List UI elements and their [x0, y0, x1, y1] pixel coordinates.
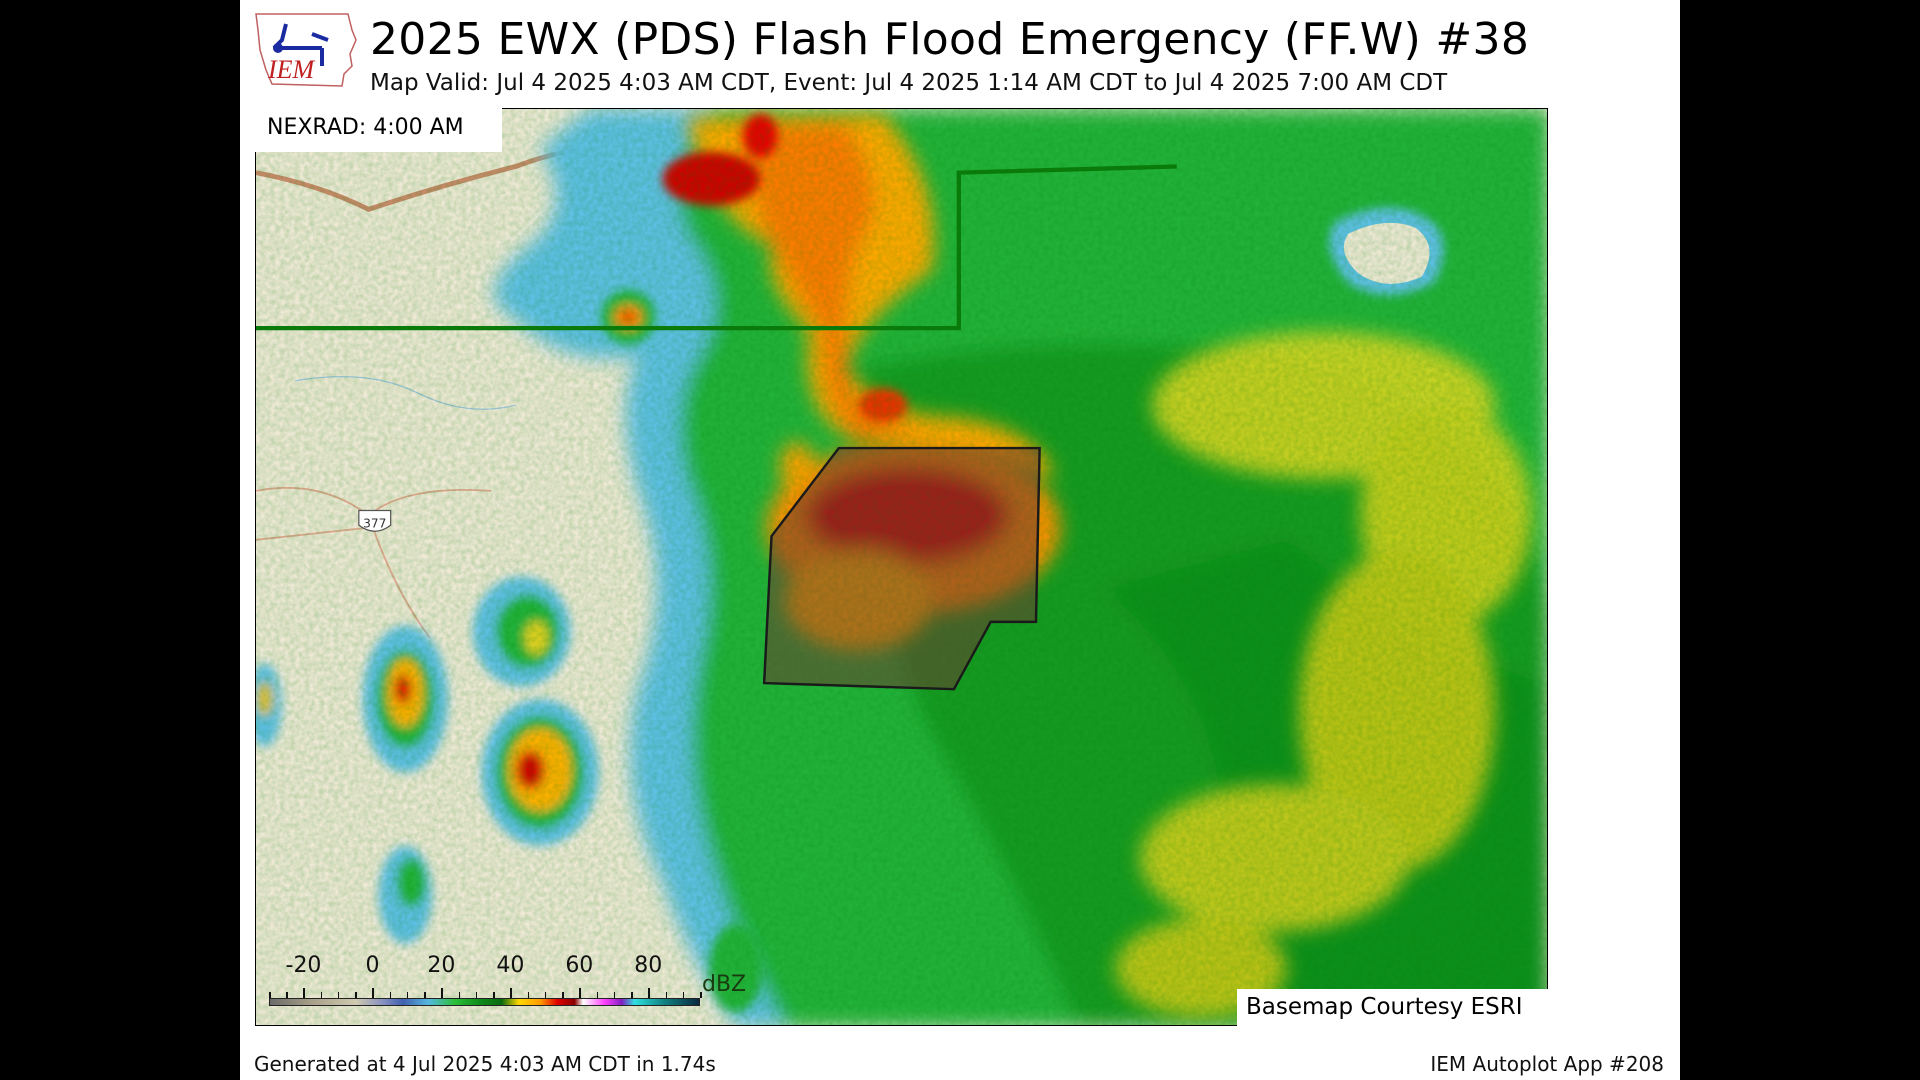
- colorbar-tick: [579, 988, 581, 998]
- county-boundary: [256, 164, 1177, 331]
- colorbar-tick: [337, 992, 340, 998]
- highway-shield: 377: [358, 509, 392, 532]
- colorbar-tick-label: 80: [634, 953, 663, 978]
- colorbar-tick: [682, 992, 685, 998]
- colorbar-tick: [355, 992, 357, 998]
- colorbar-tick: [303, 988, 305, 998]
- warning-polygon[interactable]: [762, 446, 1041, 691]
- colorbar-tick: [389, 992, 392, 998]
- colorbar-tick: [562, 992, 564, 998]
- colorbar-tick: [665, 992, 668, 998]
- colorbar-tick: [269, 992, 271, 998]
- colorbar-tick: [493, 992, 495, 998]
- page-subtitle: Map Valid: Jul 4 2025 4:03 AM CDT, Event…: [370, 70, 1448, 96]
- colorbar-tick: [320, 992, 323, 998]
- basemap-credit: Basemap Courtesy ESRI: [1237, 989, 1548, 1026]
- colorbar-tick: [596, 992, 599, 998]
- radar-map: 377: [255, 108, 1548, 1026]
- colorbar-tick: [700, 992, 702, 998]
- colorbar-tick: [286, 992, 288, 998]
- colorbar-tick-label: 20: [427, 953, 456, 978]
- page-title: 2025 EWX (PDS) Flash Flood Emergency (FF…: [370, 14, 1530, 65]
- colorbar-tick: [613, 992, 616, 998]
- colorbar: [269, 998, 700, 1006]
- colorbar-tick: [475, 992, 478, 998]
- colorbar-tick: [544, 992, 547, 998]
- colorbar-tick: [631, 992, 633, 998]
- colorbar-tick: [527, 992, 530, 998]
- radar-time-label: NEXRAD: 4:00 AM: [255, 108, 502, 152]
- colorbar-tick: [648, 988, 650, 998]
- app-credit: IEM Autoplot App #208: [1430, 1052, 1664, 1076]
- svg-text:IEM: IEM: [267, 55, 316, 84]
- iem-logo: IEM: [255, 13, 357, 87]
- svg-text:377: 377: [363, 517, 386, 531]
- colorbar-tick: [510, 988, 512, 998]
- colorbar-tick-label: 40: [496, 953, 525, 978]
- radar-image: 377: [256, 109, 1547, 1025]
- colorbar-tick: [441, 988, 443, 998]
- colorbar-tick-label: 0: [365, 953, 380, 978]
- colorbar-tick: [424, 992, 426, 998]
- colorbar-tick-label: 60: [565, 953, 594, 978]
- generated-timestamp: Generated at 4 Jul 2025 4:03 AM CDT in 1…: [254, 1052, 716, 1076]
- colorbar-tick-label: -20: [285, 953, 322, 978]
- colorbar-tick: [406, 992, 409, 998]
- colorbar-unit: dBZ: [702, 972, 747, 997]
- colorbar-tick: [372, 988, 374, 998]
- colorbar-tick: [458, 992, 461, 998]
